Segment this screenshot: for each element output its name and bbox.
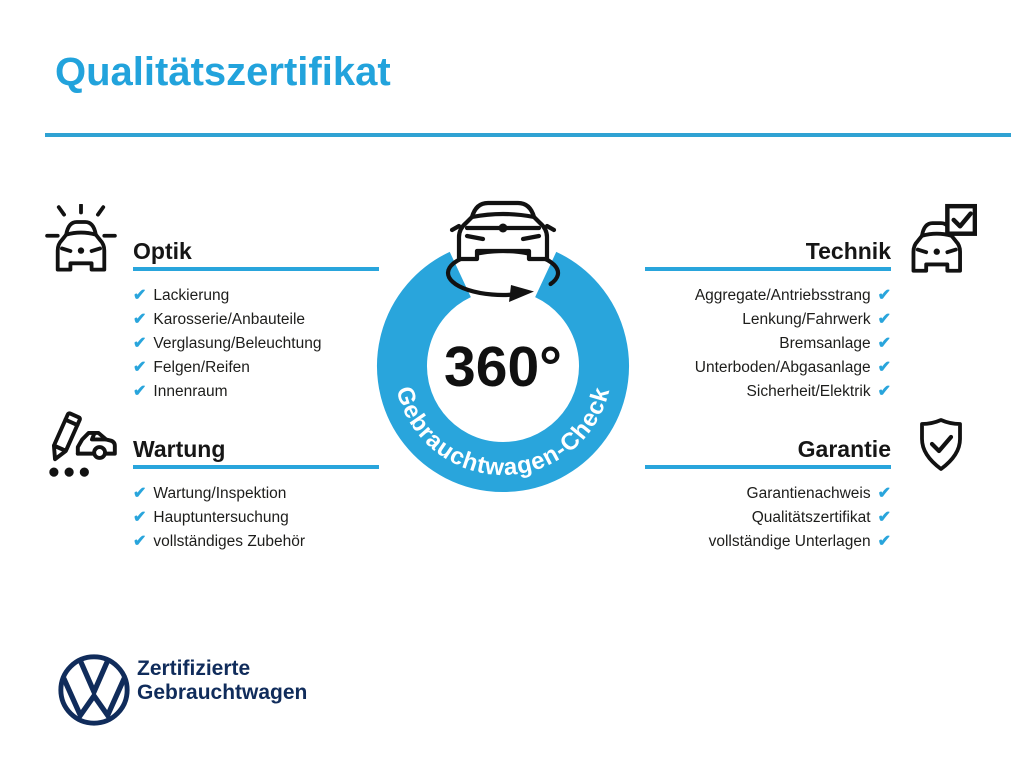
section-divider [133,465,379,469]
section-title-wartung: Wartung [133,436,226,462]
checklist-item: Lenkung/Fahrwerk ✔ [645,308,891,332]
check-icon: ✔ [133,509,147,526]
item-label: Garantienachweis [746,485,871,502]
checklist-item: Qualitätszertifikat ✔ [645,506,891,530]
item-label: Lenkung/Fahrwerk [742,311,871,328]
check-icon: ✔ [877,311,891,328]
check-icon: ✔ [133,533,147,550]
checklist-item: ✔ Hauptuntersuchung [133,506,379,530]
item-label: Felgen/Reifen [153,359,250,376]
check-icon: ✔ [877,509,891,526]
check-icon: ✔ [133,287,147,304]
section-divider [645,267,891,271]
checklist-item: vollständige Unterlagen ✔ [645,530,891,554]
item-label: Hauptuntersuchung [153,509,289,526]
section-wartung: Wartung ✔ Wartung/Inspektion ✔ Hauptunters… [133,435,379,554]
item-label: Lackierung [153,287,230,304]
check-icon: ✔ [133,383,147,400]
check-icon: ✔ [877,533,891,550]
car-checkbox-icon [911,203,977,273]
rotation-arrowhead [509,285,534,302]
footer-claim-line1: Zertifizierte [137,657,251,680]
check-icon: ✔ [877,359,891,376]
checklist-item: Unterboden/Abgasanlage ✔ [645,356,891,380]
vw-logo [58,654,130,726]
item-label: Sicherheit/Elektrik [746,383,871,400]
section-garantie: Garantie Garantienachweis ✔ Qualitätszert… [645,435,891,554]
degree-label: 360° [444,335,562,399]
checklist-item: ✔ Verglasung/Beleuchtung [133,332,379,356]
shiny-car-icon [45,204,117,272]
page-title: Qualitätszertifikat [55,50,391,94]
check-icon: ✔ [877,383,891,400]
item-label: Innenraum [153,383,228,400]
technik-checklist: Aggregate/Antriebsstrang ✔ Lenkung/Fahrwe… [645,284,891,404]
item-label: Bremsanlage [779,335,871,352]
check-icon: ✔ [877,287,891,304]
footer-claim: Zertifizierte Gebrauchtwagen [137,657,307,705]
checklist-item: ✔ Lackierung [133,284,379,308]
check-icon: ✔ [877,485,891,502]
section-divider [645,465,891,469]
garantie-checklist: Garantienachweis ✔ Qualitätszertifikat ✔ v… [645,482,891,554]
item-label: vollständiges Zubehör [153,533,306,550]
section-divider [133,267,379,271]
item-label: Aggregate/Antriebsstrang [694,287,871,304]
pencil-car-icon [49,411,117,477]
checklist-item: ✔ vollständiges Zubehör [133,530,379,554]
checklist-item: ✔ Felgen/Reifen [133,356,379,380]
footer-claim-line2: Gebrauchtwagen [137,681,308,704]
check-icon: ✔ [133,485,147,502]
wartung-checklist: ✔ Wartung/Inspektion ✔ Hauptuntersuchung ✔… [133,482,379,554]
ring-arc [377,251,629,493]
checklist-item: ✔ Wartung/Inspektion [133,482,379,506]
section-title-technik: Technik [805,238,891,264]
section-technik: Technik Aggregate/Antriebsstrang ✔ Lenkun… [645,237,891,404]
checklist-item: ✔ Innenraum [133,380,379,404]
item-label: Verglasung/Beleuchtung [153,335,322,352]
section-optik: Optik ✔ Lackierung ✔ Karosserie/Anbauteile… [133,237,379,404]
check-icon: ✔ [877,335,891,352]
item-label: Wartung/Inspektion [153,485,287,502]
360-check-badge: Gebrauchtwagen-Check 360° [377,200,629,493]
check-icon: ✔ [133,359,147,376]
checklist-item: Bremsanlage ✔ [645,332,891,356]
item-label: Karosserie/Anbauteile [153,311,306,328]
check-icon: ✔ [133,335,147,352]
item-label: Unterboden/Abgasanlage [694,359,871,376]
checklist-item: Garantienachweis ✔ [645,482,891,506]
check-icon: ✔ [133,311,147,328]
title-divider [45,133,1011,137]
section-title-garantie: Garantie [797,436,891,462]
car-rotation-icon [445,200,561,298]
checklist-item: ✔ Karosserie/Anbauteile [133,308,379,332]
optik-checklist: ✔ Lackierung ✔ Karosserie/Anbauteile ✔ Verg… [133,284,379,404]
section-title-optik: Optik [133,238,192,264]
shield-check-icon [920,418,962,471]
checklist-item: Sicherheit/Elektrik ✔ [645,380,891,404]
item-label: vollständige Unterlagen [708,533,871,550]
checklist-item: Aggregate/Antriebsstrang ✔ [645,284,891,308]
item-label: Qualitätszertifikat [751,509,871,526]
